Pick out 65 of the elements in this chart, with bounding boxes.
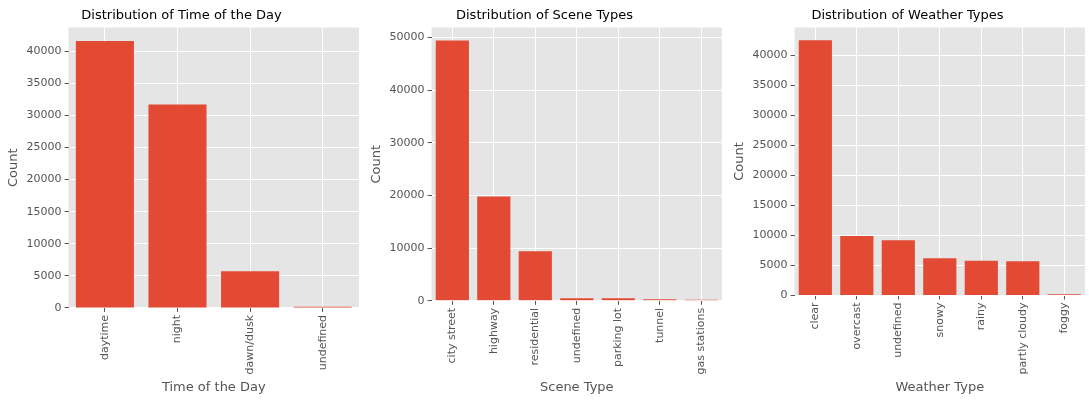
x-tick-label: overcast <box>849 301 863 350</box>
bar <box>840 236 874 295</box>
y-tick-label: 20000 <box>752 168 788 182</box>
x-tick-label: gas stations <box>694 307 708 375</box>
y-tick-label: 15000 <box>26 204 62 218</box>
bar <box>221 271 280 308</box>
x-tick-label: tunnel <box>652 307 666 343</box>
bar <box>1006 261 1040 295</box>
y-tick-label: 25000 <box>26 140 62 154</box>
y-tick-label: 25000 <box>752 138 788 152</box>
x-tick-label: undefined <box>315 314 329 371</box>
bar <box>148 104 207 308</box>
y-tick-label: 0 <box>54 300 62 314</box>
y-tick-label: 10000 <box>389 241 425 255</box>
y-axis-title: Count <box>5 148 21 188</box>
x-tick-label: undefined <box>891 302 905 358</box>
x-tick-label: daytime <box>97 314 111 361</box>
y-tick-label: 10000 <box>752 228 788 242</box>
y-tick-label: 30000 <box>389 135 425 149</box>
bar <box>435 40 469 301</box>
x-axis-title: Time of the Day <box>160 378 266 394</box>
y-tick-label: 40000 <box>389 82 425 96</box>
y-tick-label: 35000 <box>26 76 62 90</box>
bar <box>798 40 832 295</box>
y-axis-title: Count <box>368 144 384 184</box>
x-axis-title: Weather Type <box>895 378 985 394</box>
x-tick-label: clear <box>808 302 822 330</box>
x-tick-label: city street <box>445 307 459 364</box>
y-tick-label: 5000 <box>759 258 788 272</box>
y-tick-label: 5000 <box>33 268 62 282</box>
x-tick-label: partly cloudy <box>1015 301 1029 375</box>
y-tick-label: 30000 <box>752 108 788 122</box>
bar <box>601 298 635 301</box>
chart-title: Distribution of Weather Types <box>811 7 1004 23</box>
x-tick-label: rainy <box>974 302 988 331</box>
y-tick-label: 15000 <box>752 198 788 212</box>
y-tick-label: 40000 <box>26 44 62 58</box>
bar <box>75 40 134 308</box>
bar <box>518 251 552 301</box>
bar <box>477 196 511 301</box>
bar <box>560 298 594 301</box>
bar <box>964 260 998 295</box>
x-tick-label: parking lot <box>611 307 625 368</box>
x-tick-label: residential <box>528 307 542 366</box>
y-tick-label: 0 <box>780 288 788 302</box>
chart-title: Distribution of Time of the Day <box>81 7 282 23</box>
chart-title: Distribution of Scene Types <box>455 7 634 23</box>
bar <box>923 258 957 295</box>
y-axis-title: Count <box>731 142 747 181</box>
x-tick-label: foggy <box>1057 301 1071 334</box>
x-tick-label: dawn/dusk <box>242 314 256 375</box>
x-axis-title: Scene Type <box>539 378 614 394</box>
y-tick-label: 40000 <box>752 48 788 62</box>
y-tick-label: 0 <box>417 293 425 307</box>
y-tick-label: 10000 <box>26 236 62 250</box>
y-tick-label: 30000 <box>26 108 62 122</box>
y-tick-label: 20000 <box>26 172 62 186</box>
y-tick-label: 50000 <box>389 30 425 44</box>
x-tick-label: highway <box>486 307 500 355</box>
x-tick-label: undefined <box>569 307 583 364</box>
x-tick-label: snowy <box>932 302 946 338</box>
y-tick-label: 20000 <box>389 188 425 202</box>
y-tick-label: 35000 <box>752 78 788 92</box>
x-tick-label: night <box>170 314 184 344</box>
bar <box>881 240 915 295</box>
